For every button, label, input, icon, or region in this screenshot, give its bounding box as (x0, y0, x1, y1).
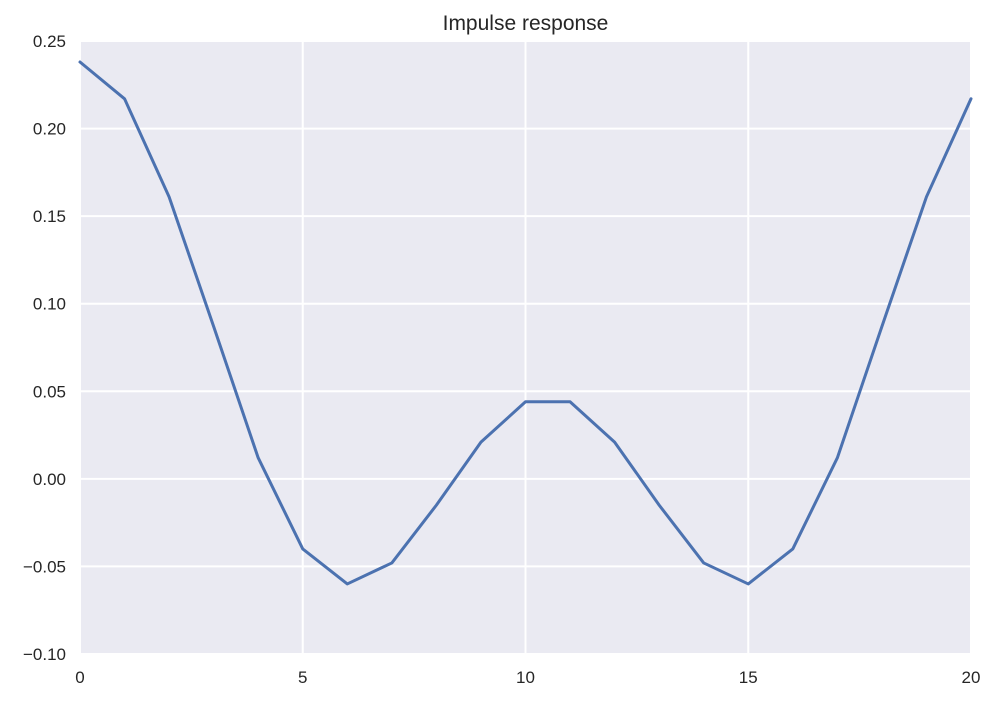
y-tick-label: 0.00 (33, 470, 66, 489)
y-tick-label: 0.25 (33, 32, 66, 51)
chart-title: Impulse response (443, 12, 609, 35)
x-tick-label: 0 (75, 668, 84, 687)
y-tick-label: −0.05 (23, 557, 66, 576)
x-tick-label: 10 (516, 668, 535, 687)
x-tick-label: 5 (298, 668, 307, 687)
y-tick-label: 0.20 (33, 120, 66, 139)
y-tick-labels: −0.10 −0.05 0.00 0.05 0.10 0.15 0.20 0.25 (23, 32, 66, 664)
y-tick-label: −0.10 (23, 645, 66, 664)
series-line (78, 60, 973, 586)
gridlines (79, 40, 972, 655)
series-group (78, 60, 973, 586)
y-tick-label: 0.05 (33, 382, 66, 401)
x-tick-label: 20 (962, 668, 981, 687)
y-tick-label: 0.15 (33, 207, 66, 226)
x-tick-labels: 0 5 10 15 20 (75, 668, 980, 687)
x-tick-label: 15 (739, 668, 758, 687)
y-tick-label: 0.10 (33, 295, 66, 314)
